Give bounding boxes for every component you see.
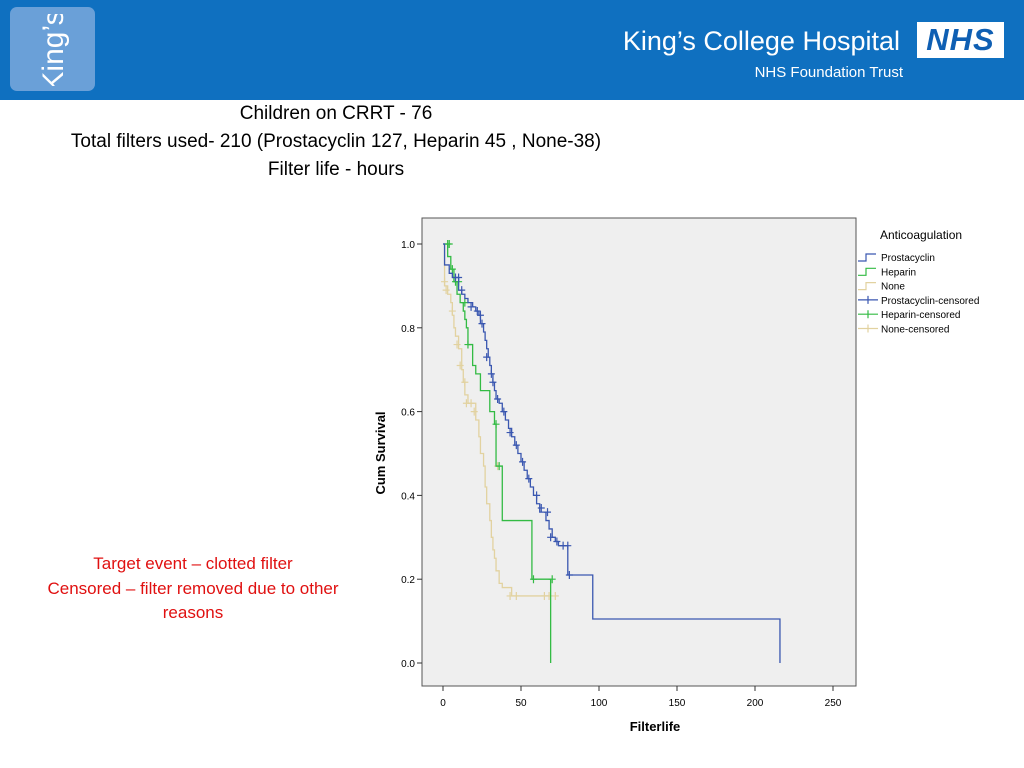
none-censored-mark: [467, 399, 475, 408]
prostacyclin-censored-mark: [564, 541, 572, 550]
none-censored-mark: [456, 361, 464, 370]
none-censored-mark: [442, 286, 450, 295]
x-tick-label: 250: [825, 698, 842, 709]
summary-line-2: Total filters used- 210 (Prostacyclin 12…: [70, 131, 602, 152]
y-tick-label: 0.2: [401, 575, 415, 586]
header-bar: King’s King’s College Hospital NHS Found…: [0, 0, 1024, 100]
summary-line-3: Filter life - hours: [267, 159, 405, 180]
heparin-censored-mark: [464, 340, 472, 349]
prostacyclin-censored-mark: [489, 378, 497, 387]
hospital-name: King’s College Hospital: [622, 26, 900, 56]
prostacyclin-censored-mark: [478, 319, 486, 328]
prostacyclin-censored-mark: [544, 508, 552, 517]
prostacyclin-series-line: [443, 243, 781, 663]
none-censored-mark: [441, 277, 449, 286]
prostacyclin-censored-mark: [506, 428, 514, 437]
y-tick-label: 0.6: [401, 408, 415, 419]
heparin-censored-mark: [529, 575, 537, 584]
none-censored-mark: [448, 307, 456, 316]
none-censored-mark: [461, 378, 469, 387]
heparin-censored-mark: [548, 575, 556, 584]
prostacyclin-censored-mark: [512, 441, 520, 450]
legend-swatch-line: [858, 282, 876, 291]
prostacyclin-censored-mark: [533, 491, 541, 500]
legend-swatch-line: [858, 253, 876, 262]
y-axis-label: Cum Survival: [373, 411, 388, 494]
prostacyclin-censored-mark: [553, 537, 561, 546]
legend-swatch-censored: [858, 310, 878, 319]
note-line-2: Censored – filter removed due to other: [47, 579, 339, 598]
y-tick-label: 0.8: [401, 324, 415, 335]
kings-logo-box: [10, 7, 95, 91]
x-tick-label: 100: [591, 698, 608, 709]
prostacyclin-censored-mark: [476, 311, 484, 320]
none-censored-mark: [506, 591, 514, 600]
heparin-censored-mark: [448, 265, 456, 274]
prostacyclin-censored-mark: [519, 457, 527, 466]
nhs-logo-box: [917, 22, 1004, 58]
x-tick-label: 150: [669, 698, 686, 709]
legend-entry: None-censored: [881, 325, 949, 336]
legend-entry: Heparin-censored: [881, 310, 961, 321]
prostacyclin-censored-mark: [565, 571, 573, 580]
none-censored-mark: [545, 591, 553, 600]
heparin-censored-mark: [445, 240, 453, 248]
trust-name: NHS Foundation Trust: [754, 64, 903, 81]
prostacyclin-censored-mark: [483, 353, 491, 362]
prostacyclin-censored-mark: [537, 503, 545, 512]
prostacyclin-censored-mark: [494, 395, 502, 404]
prostacyclin-censored-mark: [525, 474, 533, 483]
y-tick-label: 1.0: [401, 240, 415, 251]
prostacyclin-censored-mark: [500, 407, 508, 416]
x-axis-label: Filterlife: [630, 719, 681, 734]
prostacyclin-censored-mark: [547, 533, 555, 542]
nhs-logo: NHS: [926, 22, 995, 57]
legend-entry: Heparin: [881, 267, 916, 278]
legend-swatch-line: [858, 267, 876, 276]
legend-entry: None: [881, 282, 905, 293]
x-tick-label: 200: [747, 698, 764, 709]
none-censored-mark: [453, 340, 461, 349]
prostacyclin-censored-mark: [455, 273, 463, 282]
heparin-censored-mark: [495, 462, 503, 471]
plot-area: [421, 217, 857, 687]
summary-line-1: Children on CRRT - 76: [239, 103, 433, 124]
none-censored-mark: [512, 591, 520, 600]
prostacyclin-censored-mark: [467, 302, 475, 311]
y-tick-label: 0.4: [401, 491, 415, 502]
none-censored-mark: [470, 407, 478, 416]
prostacyclin-censored-mark: [487, 369, 495, 378]
none-censored-mark: [551, 591, 559, 600]
kings-logo: King’s: [37, 14, 70, 86]
heparin-censored-mark: [492, 420, 500, 429]
prostacyclin-censored-mark: [458, 286, 466, 295]
note-line-3: reasons: [162, 603, 224, 622]
x-tick-label: 50: [515, 698, 527, 709]
prostacyclin-censored-mark: [473, 307, 481, 316]
x-tick-label: 0: [440, 698, 446, 709]
header-background: [0, 0, 1024, 100]
note-line-1: Target event – clotted filter: [93, 554, 293, 573]
none-series-line: [443, 243, 550, 597]
legend-title: Anticoagulation: [880, 228, 962, 242]
legend-entry: Prostacyclin: [881, 253, 935, 264]
legend-swatch-censored: [858, 295, 878, 304]
kings-logo-text: King’s: [37, 14, 70, 86]
legend-entry: Prostacyclin-censored: [881, 296, 979, 307]
heparin-censored-mark: [461, 298, 469, 307]
legend-swatch-censored: [858, 324, 878, 333]
y-tick-label: 0.0: [401, 659, 415, 670]
